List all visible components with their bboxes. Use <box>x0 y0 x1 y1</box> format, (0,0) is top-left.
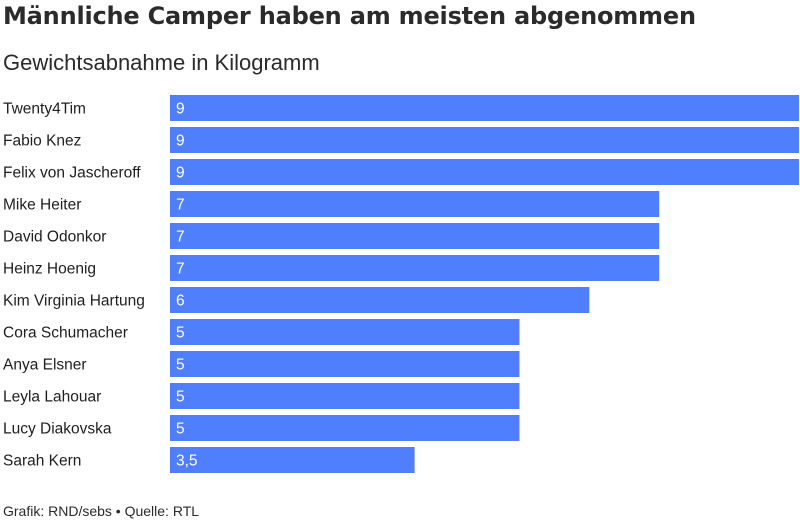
category-label: Anya Elsner <box>3 357 87 374</box>
value-label: 9 <box>176 101 185 118</box>
category-label: David Odonkor <box>3 229 106 246</box>
bar <box>170 127 799 153</box>
bar <box>170 287 590 313</box>
category-label: Twenty4Tim <box>3 101 86 118</box>
bar <box>170 447 415 473</box>
value-label: 7 <box>176 261 185 278</box>
value-label: 9 <box>176 165 185 182</box>
bar <box>170 383 520 409</box>
bar <box>170 415 520 441</box>
value-label: 3,5 <box>176 453 198 470</box>
bar <box>170 159 799 185</box>
category-label: Felix von Jascheroff <box>3 165 141 182</box>
value-label: 6 <box>176 293 185 310</box>
value-label: 5 <box>176 325 185 342</box>
value-label: 5 <box>176 421 185 438</box>
value-label: 5 <box>176 357 185 374</box>
chart-subtitle: Gewichtsabnahme in Kilogramm <box>3 50 320 75</box>
bar <box>170 223 660 249</box>
bar <box>170 191 660 217</box>
value-label: 7 <box>176 229 185 246</box>
category-label: Leyla Lahouar <box>3 389 101 406</box>
bar <box>170 319 520 345</box>
category-label: Mike Heiter <box>3 197 81 214</box>
source-footer: Grafik: RND/sebs • Quelle: RTL <box>3 503 200 519</box>
chart-title: Männliche Camper haben am meisten abgeno… <box>3 2 696 30</box>
category-label: Fabio Knez <box>3 133 81 150</box>
value-label: 7 <box>176 197 185 214</box>
bar <box>170 95 799 121</box>
bar <box>170 255 660 281</box>
category-label: Lucy Diakovska <box>3 421 112 438</box>
category-label: Sarah Kern <box>3 453 81 470</box>
category-label: Heinz Hoenig <box>3 261 96 278</box>
value-label: 5 <box>176 389 185 406</box>
category-label: Cora Schumacher <box>3 325 128 342</box>
category-label: Kim Virginia Hartung <box>3 293 145 310</box>
value-label: 9 <box>176 133 185 150</box>
bar <box>170 351 520 377</box>
